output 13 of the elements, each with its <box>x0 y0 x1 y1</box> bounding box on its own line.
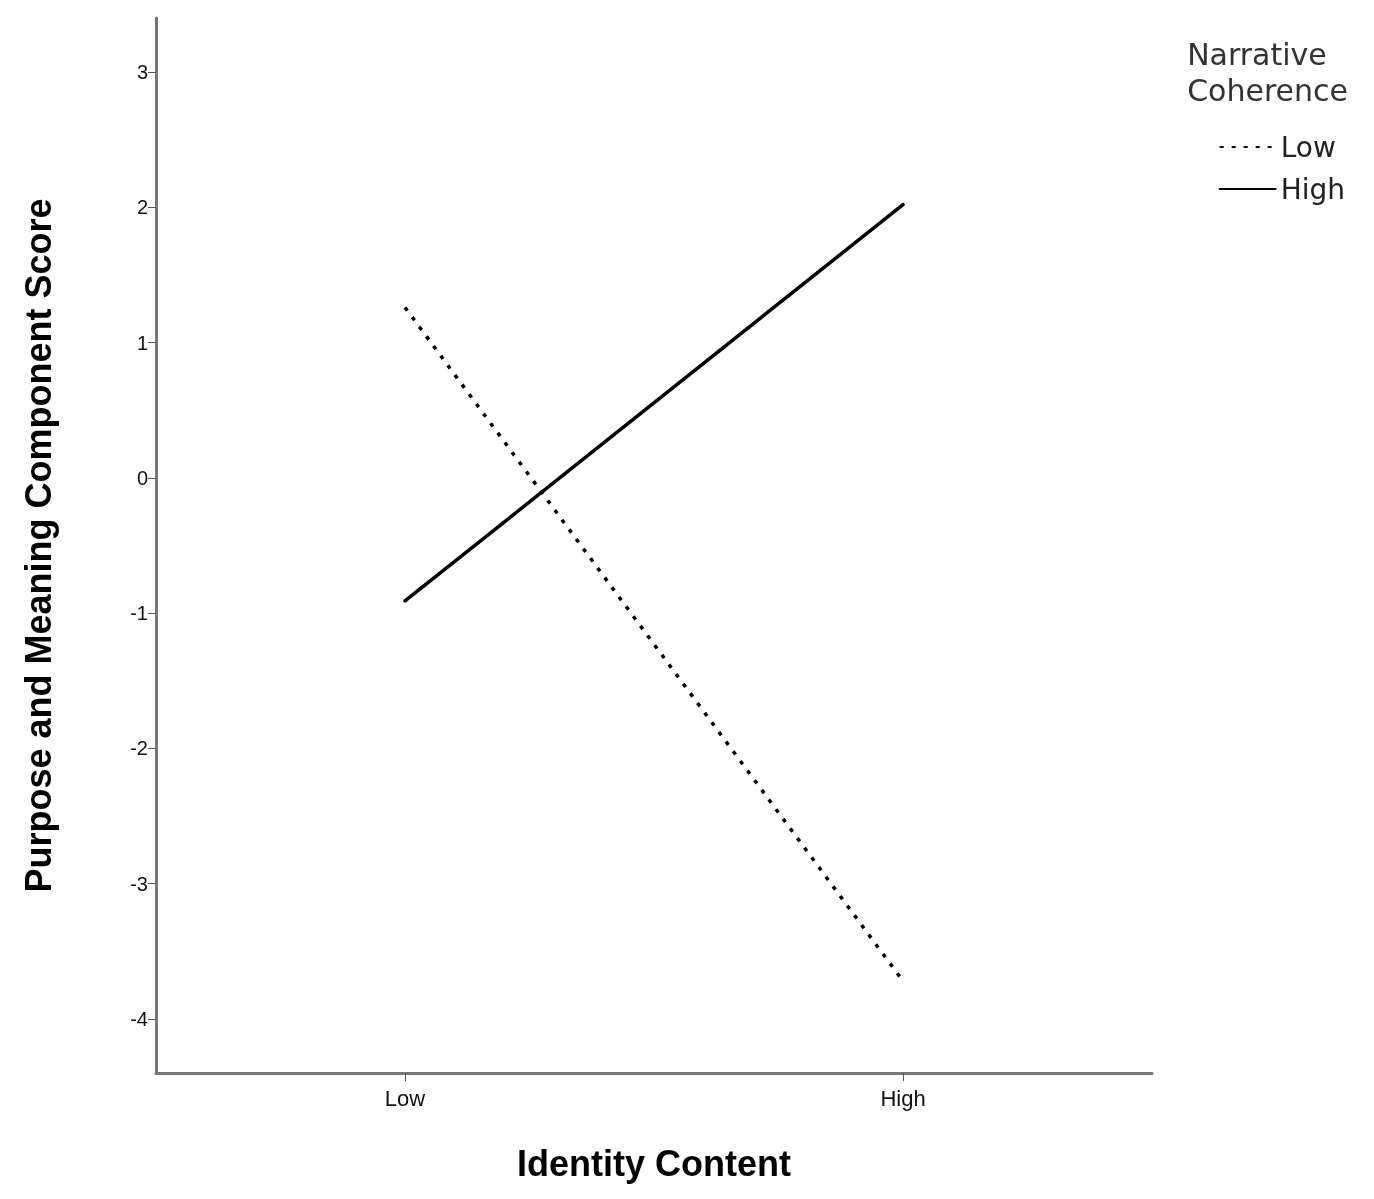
legend-label: High <box>1280 172 1346 206</box>
y-tick-label: 1 <box>136 331 148 354</box>
y-tick-label: -1 <box>130 602 148 625</box>
y-tick-label: -4 <box>130 1007 148 1030</box>
y-tick-label: -3 <box>130 872 148 895</box>
x-axis-title: Identity Content <box>517 1142 791 1184</box>
y-tick-label: 0 <box>136 466 148 489</box>
y-tick-label: 2 <box>136 196 148 219</box>
y-tick-label: -2 <box>130 737 148 760</box>
legend-label: Low <box>1280 130 1336 164</box>
y-tick-label: 3 <box>136 61 148 84</box>
legend-title: Narrative Coherence <box>1187 36 1349 108</box>
y-axis-title: Purpose and Meaning Component Score <box>17 198 59 893</box>
